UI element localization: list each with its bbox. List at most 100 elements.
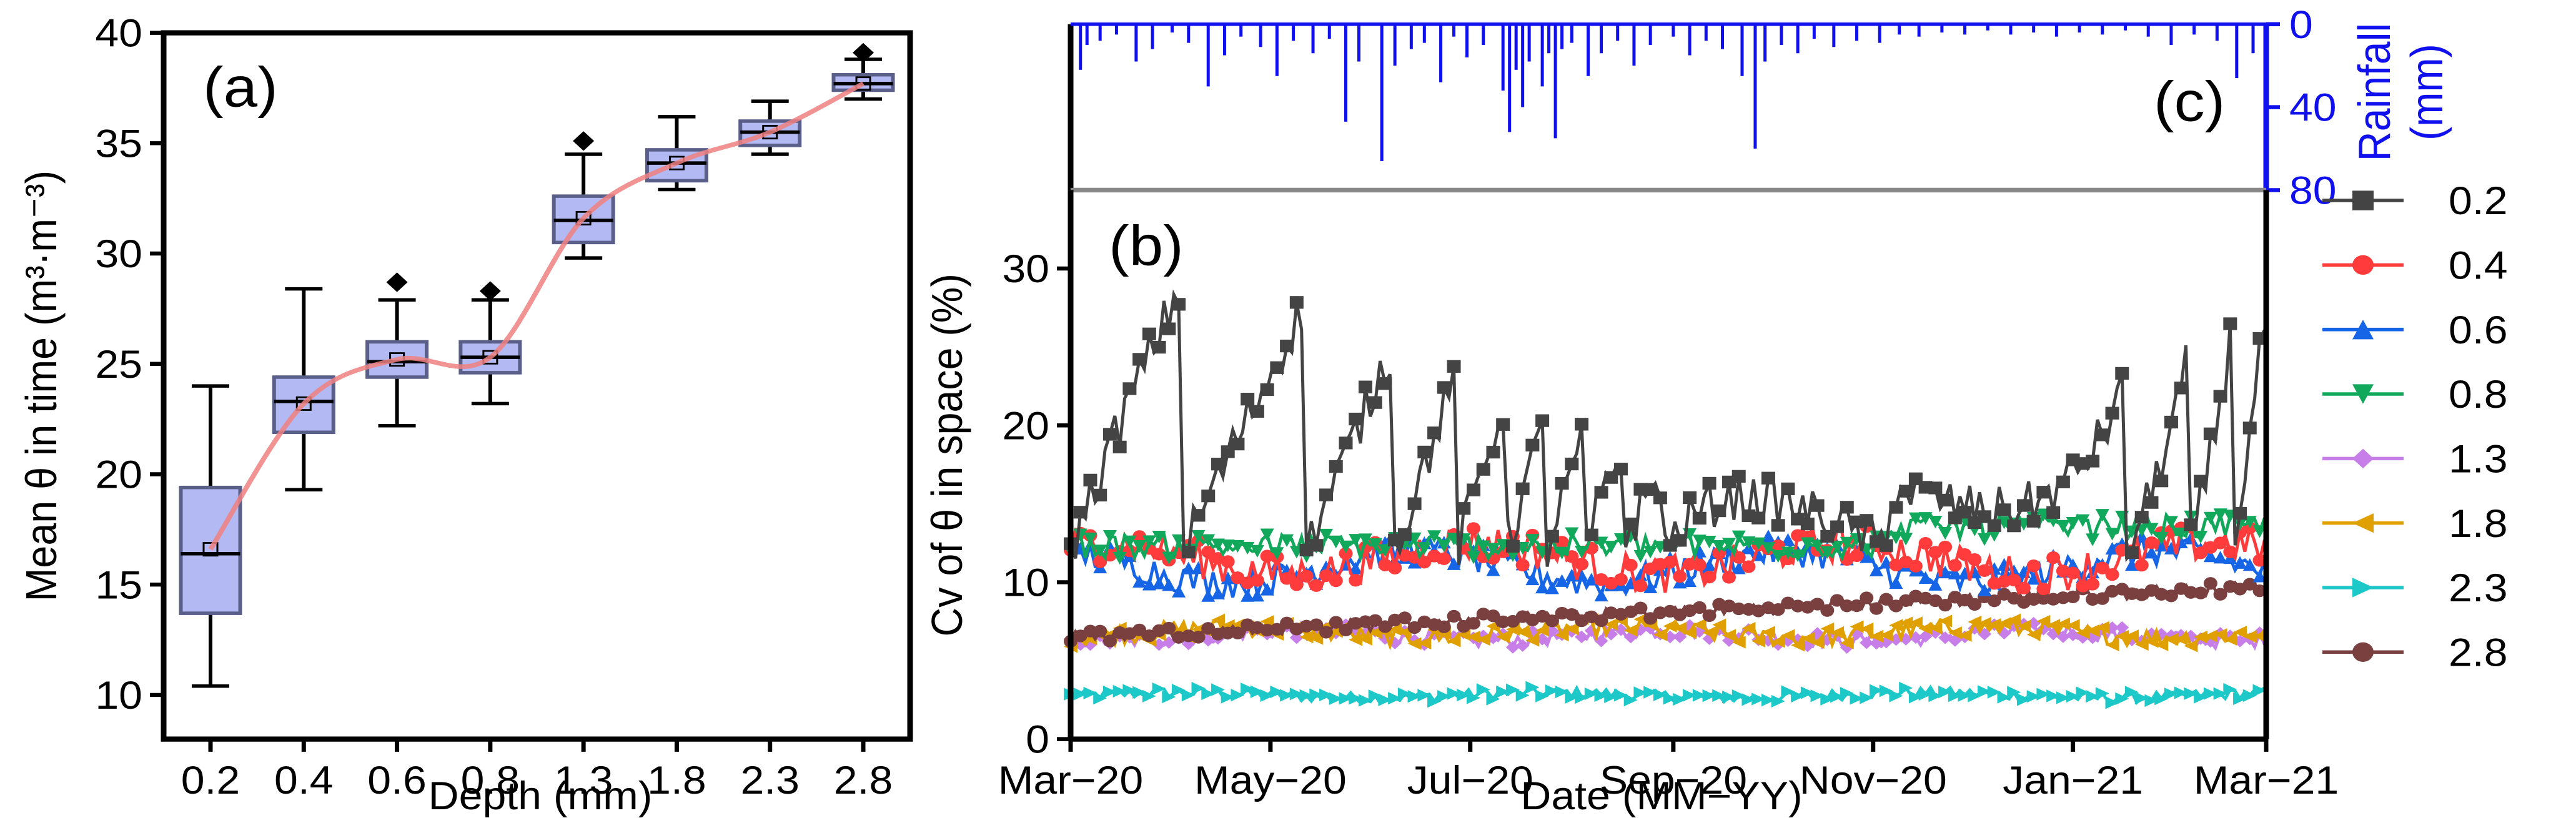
data-point [1505, 641, 1520, 654]
data-point [1181, 561, 1196, 574]
data-point [2203, 511, 2217, 525]
data-point [1329, 616, 1343, 629]
data-point [1339, 540, 1353, 554]
rain-bar [1259, 24, 1262, 47]
panel-c-y-ticks: 0 40 80 [2266, 2, 2337, 212]
data-point [1623, 693, 1638, 707]
b-x-tick-label: Jan−21 [2003, 759, 2143, 802]
series-0.8 [1064, 508, 2267, 565]
data-point [2046, 619, 2061, 632]
rain-bar [1648, 24, 1652, 45]
data-point [1181, 546, 1196, 559]
data-point [2046, 551, 2061, 564]
data-point [1958, 629, 1972, 642]
data-point [1928, 689, 1943, 702]
data-point [1771, 519, 1785, 532]
data-point [1889, 689, 1903, 702]
data-point [1908, 512, 1923, 525]
data-point [1112, 626, 1127, 639]
rain-bar [1917, 24, 1921, 37]
data-point [1840, 536, 1854, 550]
data-point [2016, 619, 2031, 633]
data-point [1938, 598, 1953, 612]
legend-marker [2352, 578, 2374, 598]
rain-bar [1222, 24, 1226, 56]
data-point [1879, 593, 1893, 606]
data-point [2134, 691, 2149, 705]
data-point [2233, 556, 2247, 569]
panel-a-y-ticks: 10 15 20 25 30 35 40 [95, 11, 164, 717]
data-point [1525, 681, 1540, 694]
data-point [1339, 436, 1353, 450]
data-point [1132, 574, 1147, 588]
data-point [2086, 593, 2100, 606]
data-point [1250, 574, 1264, 587]
data-point [1132, 623, 1147, 637]
data-point [1575, 546, 1589, 559]
data-point [1702, 536, 1717, 549]
data-point [2026, 572, 2041, 585]
data-point [1712, 540, 1726, 553]
a-x-tick-label: 0.2 [181, 759, 240, 802]
data-point [1407, 637, 1422, 650]
data-point [1613, 573, 1628, 586]
data-point [1515, 639, 1530, 652]
data-point [1152, 340, 1166, 354]
data-point [1722, 571, 1736, 584]
rain-bar [1206, 24, 1210, 87]
panel-b-y-ticks: 0 10 20 30 [1002, 247, 1071, 761]
data-point [2203, 549, 2217, 563]
data-point [1840, 686, 1854, 700]
data-point [2095, 592, 2109, 605]
data-point [1731, 551, 1746, 564]
rain-bar [1439, 24, 1443, 82]
data-point [1309, 688, 1324, 701]
a-x-tick-label: 0.4 [274, 759, 334, 802]
panel-a-frame [161, 30, 913, 742]
data-point [2046, 506, 2061, 519]
data-point [1447, 557, 1461, 570]
data-point [1840, 501, 1854, 514]
legend-marker [2352, 642, 2374, 662]
data-point [1476, 683, 1490, 696]
series-2.8 [1064, 577, 2267, 648]
data-point [1172, 584, 1186, 598]
b-y-tick-label: 10 [1002, 561, 1049, 604]
data-point [1899, 485, 1913, 498]
data-point [1968, 689, 1982, 702]
data-point [2076, 626, 2090, 639]
data-point [1231, 626, 1245, 639]
data-point [1181, 689, 1196, 702]
data-point [1869, 563, 1883, 576]
data-point [1270, 361, 1284, 374]
data-point [1172, 298, 1186, 311]
legend-label: 0.8 [2449, 373, 2508, 416]
data-point [1781, 629, 1795, 642]
data-point [1692, 689, 1707, 702]
rain-bar [1393, 24, 1397, 66]
legend-item-0.8: 0.8 [2322, 373, 2508, 416]
data-point [1447, 687, 1461, 700]
data-point [1201, 489, 1216, 503]
outlier-marker [479, 281, 501, 301]
data-point [1260, 528, 1274, 541]
data-point [1722, 690, 1736, 704]
data-point [1594, 486, 1608, 499]
data-point [1407, 621, 1422, 634]
mean-marker [295, 396, 312, 411]
data-point [1565, 608, 1579, 621]
data-point [1850, 692, 1864, 705]
data-point [1358, 380, 1372, 393]
data-point [2174, 633, 2188, 646]
data-point [2095, 561, 2109, 574]
data-point [2252, 629, 2267, 643]
data-point [1820, 622, 1835, 635]
data-point [1653, 628, 1667, 641]
data-point [1545, 530, 1559, 543]
rain-bar [1327, 24, 1331, 39]
data-point [1093, 624, 1107, 638]
data-point [1948, 626, 1962, 639]
data-point [1761, 471, 1775, 485]
data-point [2223, 545, 2237, 558]
data-point [1319, 488, 1334, 501]
